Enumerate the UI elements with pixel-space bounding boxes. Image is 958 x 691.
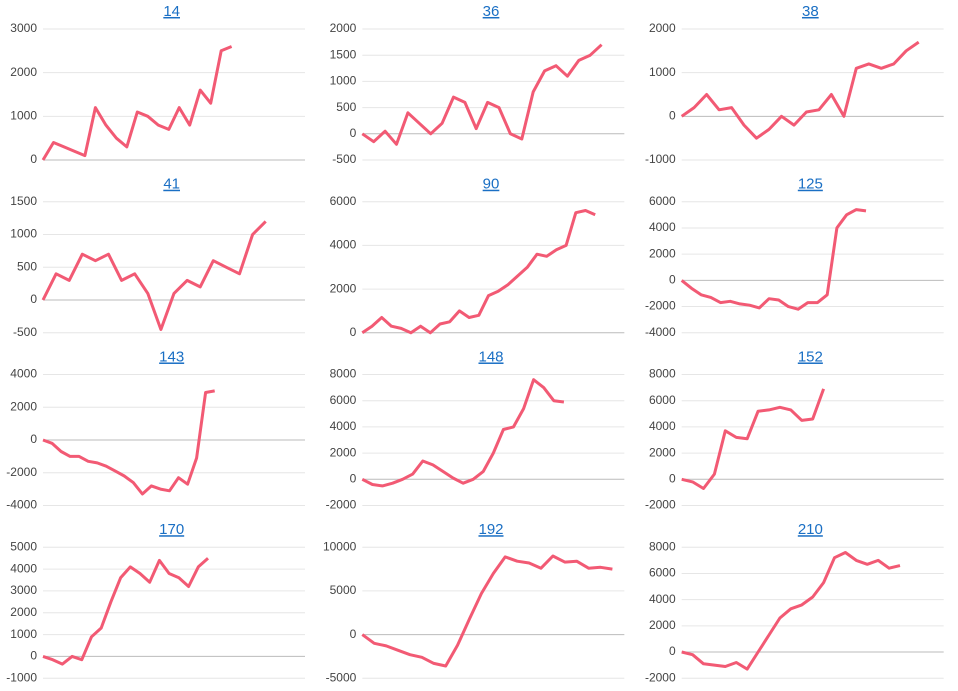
data-line: [361, 209, 596, 335]
y-tick-label: -1000: [6, 670, 37, 684]
y-tick-label: 3000: [10, 583, 37, 597]
y-tick-label: 6000: [649, 393, 676, 407]
chart-title[interactable]: 148: [478, 348, 503, 365]
y-tick-label: 4000: [10, 561, 37, 575]
y-tick-label: -2000: [645, 670, 676, 684]
y-tick-label: 500: [336, 100, 356, 114]
y-tick-label: 2000: [10, 65, 37, 79]
y-tick-label: -2000: [6, 465, 37, 479]
y-tick-label: -500: [13, 325, 37, 339]
y-tick-label: 1000: [10, 627, 37, 641]
data-line: [361, 378, 565, 488]
y-tick-label: 6000: [649, 194, 676, 208]
data-line: [42, 389, 215, 496]
y-tick-label: 8000: [649, 539, 676, 553]
y-tick-label: 2000: [10, 605, 37, 619]
chart-title[interactable]: 14: [163, 3, 180, 20]
y-tick-label: 0: [30, 292, 37, 306]
y-tick-label: -2000: [645, 498, 676, 512]
y-tick-label: 4000: [10, 367, 37, 381]
y-tick-label: 5000: [10, 539, 37, 553]
y-tick-label: 0: [350, 126, 357, 140]
y-tick-label: -2000: [326, 498, 357, 512]
chart-title[interactable]: 210: [798, 521, 823, 538]
chart-title[interactable]: 143: [159, 348, 184, 365]
y-tick-label: -5000: [326, 670, 357, 684]
y-tick-label: 8000: [649, 367, 676, 381]
y-tick-label: 0: [669, 644, 676, 658]
y-tick-label: 0: [30, 649, 37, 663]
y-tick-label: 1000: [330, 74, 357, 88]
y-tick-label: -1000: [645, 152, 676, 166]
y-tick-label: 2000: [330, 445, 357, 459]
y-tick-label: 2000: [649, 618, 676, 632]
y-tick-label: 0: [350, 627, 357, 641]
y-tick-label: 0: [350, 325, 357, 339]
data-line: [680, 40, 920, 140]
y-tick-label: 6000: [330, 393, 357, 407]
y-tick-label: 2000: [330, 281, 357, 295]
y-tick-label: 2000: [649, 246, 676, 260]
y-tick-label: 0: [30, 432, 37, 446]
y-tick-label: 3000: [10, 21, 37, 35]
data-line: [680, 208, 867, 311]
y-tick-label: -2000: [645, 299, 676, 313]
y-tick-label: 0: [669, 273, 676, 287]
y-tick-label: 0: [669, 109, 676, 123]
y-tick-label: 1000: [649, 65, 676, 79]
y-tick-label: 8000: [330, 367, 357, 381]
y-tick-label: 0: [30, 152, 37, 166]
y-tick-label: 5000: [330, 583, 357, 597]
y-tick-label: 0: [669, 471, 676, 485]
data-line: [361, 43, 603, 146]
y-tick-label: 2000: [10, 399, 37, 413]
chart-title[interactable]: 90: [483, 176, 500, 193]
chart-title[interactable]: 41: [163, 176, 180, 193]
y-tick-label: 2000: [330, 21, 357, 35]
y-tick-label: 0: [350, 471, 357, 485]
data-line: [681, 388, 826, 490]
y-tick-label: 6000: [330, 194, 357, 208]
data-line: [361, 554, 613, 668]
y-tick-label: 500: [17, 259, 37, 273]
chart-title[interactable]: 38: [802, 3, 819, 20]
chart-title[interactable]: 36: [483, 3, 500, 20]
chart-title[interactable]: 152: [798, 348, 823, 365]
chart-title[interactable]: 125: [798, 176, 823, 193]
y-tick-label: 4000: [649, 419, 676, 433]
y-tick-label: 1000: [10, 227, 37, 241]
chart-title[interactable]: 170: [159, 521, 184, 538]
y-tick-label: 10000: [323, 539, 357, 553]
y-tick-label: 1500: [10, 194, 37, 208]
y-tick-label: 4000: [649, 220, 676, 234]
y-tick-label: 2000: [649, 445, 676, 459]
y-tick-label: 4000: [330, 419, 357, 433]
y-tick-label: 1500: [330, 47, 357, 61]
data-line: [41, 220, 267, 331]
y-tick-label: 4000: [330, 238, 357, 252]
chart-title[interactable]: 192: [478, 521, 503, 538]
data-line: [42, 557, 210, 666]
y-tick-label: 2000: [649, 21, 676, 35]
y-tick-label: -4000: [645, 325, 676, 339]
data-line: [681, 551, 901, 671]
y-tick-label: -500: [332, 152, 356, 166]
y-tick-label: -4000: [6, 498, 37, 512]
y-tick-label: 6000: [649, 566, 676, 580]
y-tick-label: 1000: [10, 109, 37, 123]
y-tick-label: 4000: [649, 592, 676, 606]
data-line: [41, 45, 233, 161]
